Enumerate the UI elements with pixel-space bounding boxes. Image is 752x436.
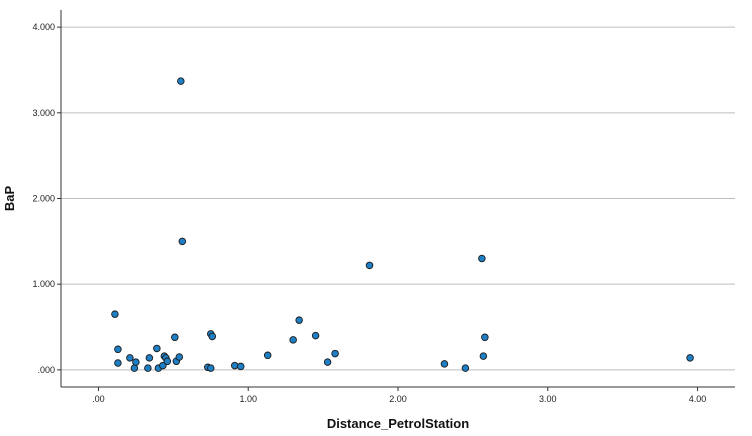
- x-tick-label: 2.00: [389, 394, 407, 404]
- data-point: [171, 333, 179, 342]
- data-point: [481, 333, 489, 342]
- data-point: [365, 261, 374, 270]
- data-point: [178, 237, 187, 246]
- y-tick-label: .000: [37, 365, 55, 375]
- y-tick-label: 4.000: [32, 22, 55, 32]
- x-tick-label: 3.00: [539, 394, 557, 404]
- data-points: [111, 77, 694, 372]
- data-point: [132, 358, 140, 366]
- axis-ticks: .000 1.000 2.000 3.000 4.000 .00 1.00 2.00 3.00 4…: [32, 22, 706, 404]
- data-point: [126, 354, 134, 362]
- data-point: [114, 345, 122, 354]
- data-point: [175, 353, 184, 361]
- data-point: [331, 349, 339, 358]
- data-point: [163, 357, 172, 366]
- data-point: [144, 364, 152, 372]
- data-point: [114, 359, 122, 367]
- data-point: [478, 254, 486, 263]
- data-point: [479, 352, 488, 360]
- data-point: [153, 344, 161, 353]
- x-tick-label: 1.00: [239, 394, 257, 404]
- x-tick-label: 4.00: [689, 394, 707, 404]
- data-point: [295, 316, 303, 324]
- data-point: [440, 360, 449, 368]
- data-point: [111, 310, 119, 318]
- y-tick-label: 1.000: [32, 279, 55, 289]
- data-point: [230, 361, 239, 370]
- data-point: [323, 358, 332, 366]
- data-point: [207, 364, 215, 372]
- data-point: [311, 331, 320, 340]
- data-point: [177, 77, 185, 85]
- data-point: [130, 364, 139, 372]
- y-axis-title: BaP: [2, 186, 17, 212]
- data-point: [145, 354, 154, 362]
- x-axis-title: Distance_PetrolStation: [327, 416, 469, 431]
- y-tick-label: 3.000: [32, 108, 55, 118]
- x-tick-label: .00: [92, 394, 105, 404]
- data-point: [208, 332, 217, 341]
- data-point: [289, 336, 297, 344]
- data-point: [686, 354, 694, 362]
- gridlines: [61, 26, 735, 371]
- data-point: [159, 361, 167, 370]
- data-point: [263, 351, 272, 360]
- data-point: [461, 364, 470, 372]
- data-point: [236, 362, 245, 371]
- y-tick-label: 2.000: [32, 194, 55, 204]
